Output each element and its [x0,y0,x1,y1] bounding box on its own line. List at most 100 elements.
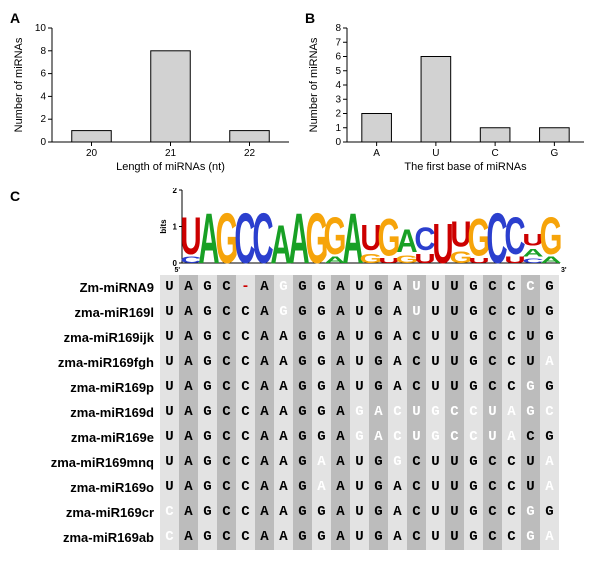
alignment-cell: G [312,400,331,425]
svg-text:G: G [540,207,563,266]
alignment-cell: G [198,300,217,325]
alignment-cell: G [198,350,217,375]
alignment-cell: U [521,475,540,500]
alignment-cell: A [388,275,407,300]
alignment-cell: G [426,400,445,425]
alignment-cell: C [236,500,255,525]
alignment-cell: A [274,375,293,400]
alignment-cell: A [179,450,198,475]
svg-text:20: 20 [86,148,98,159]
alignment-cell: G [312,350,331,375]
alignment-cell: C [502,525,521,550]
alignment-cell: G [293,300,312,325]
chart-A-wrap: 0246810202122Length of miRNAs (nt)Number… [10,24,295,174]
alignment-cell: U [445,475,464,500]
alignment-cell: A [179,375,198,400]
alignment-cell: C [483,350,502,375]
alignment-cell: A [179,300,198,325]
figure-root: A 0246810202122Length of miRNAs (nt)Numb… [10,10,590,550]
alignment-cell: A [331,275,350,300]
alignment-cell: C [483,500,502,525]
alignment-cell: A [331,475,350,500]
alignment-cell: U [160,450,179,475]
alignment-cell: A [540,475,559,500]
svg-text:0: 0 [40,137,46,148]
alignment-cell: A [312,475,331,500]
alignment-cell: C [236,350,255,375]
alignment-cell: G [464,300,483,325]
alignment-cell: A [274,450,293,475]
alignment-cell: G [198,375,217,400]
alignment-cell: G [464,475,483,500]
alignment-cell: G [540,500,559,525]
alignment-cell: G [293,500,312,525]
alignment-cell: G [312,300,331,325]
svg-text:5: 5 [335,66,341,77]
alignment-cell: A [540,350,559,375]
alignment-cell: G [521,375,540,400]
alignment-cell: A [179,325,198,350]
alignment-row-label: zma-miR169fgh [10,350,154,375]
alignment-cell: G [198,475,217,500]
alignment-cell: G [198,500,217,525]
alignment-cell: C [483,375,502,400]
alignment-cell: A [312,450,331,475]
svg-text:0: 0 [335,137,341,148]
alignment-cell: G [293,375,312,400]
alignment-cell: C [407,525,426,550]
alignment-cell: C [502,500,521,525]
alignment-cell: C [236,375,255,400]
alignment-row: CAGCCAAGGAUGACUUGCCGG [160,500,559,525]
alignment-cell: G [464,375,483,400]
alignment-cell: U [350,275,369,300]
svg-text:5': 5' [174,267,180,273]
alignment-cell: G [369,375,388,400]
alignment-row: UAGCCAGGGAUGAUUUGCCUG [160,300,559,325]
top-row: A 0246810202122Length of miRNAs (nt)Numb… [10,10,590,174]
chart-A: 0246810202122Length of miRNAs (nt)Number… [10,24,295,174]
alignment-cell: G [198,525,217,550]
alignment-cell: C [236,525,255,550]
alignment-cell: C [160,500,179,525]
alignment-cell: A [331,450,350,475]
alignment-cell: A [179,500,198,525]
alignment-cell: G [521,500,540,525]
alignment-cell: G [198,425,217,450]
alignment-cell: G [369,350,388,375]
alignment-cell: A [331,350,350,375]
svg-text:Length of miRNAs (nt): Length of miRNAs (nt) [116,161,225,173]
svg-text:G: G [550,148,558,159]
alignment-cell: G [521,400,540,425]
alignment-cell: U [426,325,445,350]
alignment-row: UAGCCAAGGAUGACUUGCCUG [160,325,559,350]
alignment-cell: U [160,475,179,500]
alignment-cell: A [274,425,293,450]
alignment-cell: C [217,450,236,475]
alignment-row-label: zma-miR169mnq [10,450,154,475]
svg-text:6: 6 [40,69,46,80]
alignment-cell: C [236,300,255,325]
alignment-cell: U [407,400,426,425]
alignment-cell: A [388,350,407,375]
alignment-cell: A [255,475,274,500]
alignment-cell: U [426,475,445,500]
alignment-cell: C [388,425,407,450]
svg-text:22: 22 [244,148,256,159]
alignment-cell: G [293,450,312,475]
alignment-cell: G [312,425,331,450]
alignment-cell: U [350,500,369,525]
alignment-cell: U [350,375,369,400]
alignment-cell: U [521,350,540,375]
alignment-cell: G [540,375,559,400]
alignment-cell: A [274,350,293,375]
alignment-cell: G [369,500,388,525]
alignment-cell: A [388,500,407,525]
chart-B: 012345678AUCGThe first base of miRNAsNum… [305,24,590,174]
alignment-cell: A [255,500,274,525]
alignment-cell: A [274,500,293,525]
svg-text:2: 2 [40,114,46,125]
svg-text:2: 2 [173,188,178,195]
alignment-cell: G [369,525,388,550]
alignment-cell: C [388,400,407,425]
alignment-cell: C [217,475,236,500]
